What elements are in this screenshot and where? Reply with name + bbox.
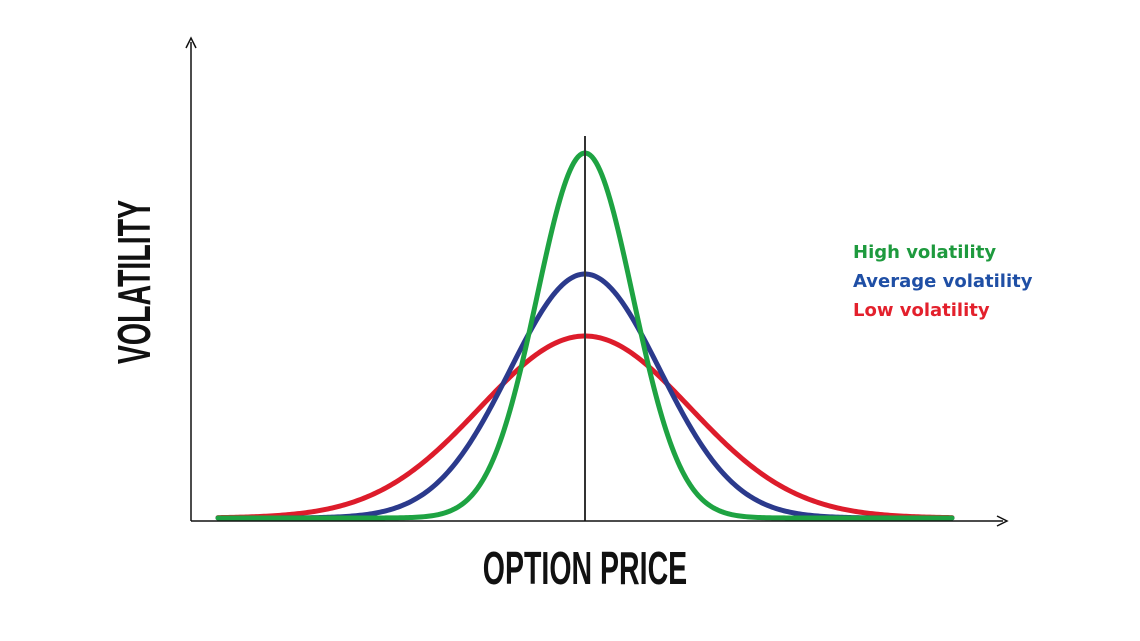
y-axis-arrow <box>185 36 197 49</box>
legend-entry: Average volatility <box>853 271 1033 292</box>
legend-entry: High volatility <box>853 242 996 263</box>
x-axis-arrow <box>996 515 1009 527</box>
x-axis-title: OPTION PRICE <box>483 543 687 595</box>
y-axis-title: VOLATILITY <box>109 200 161 364</box>
legend-entry: Low volatility <box>853 300 990 321</box>
